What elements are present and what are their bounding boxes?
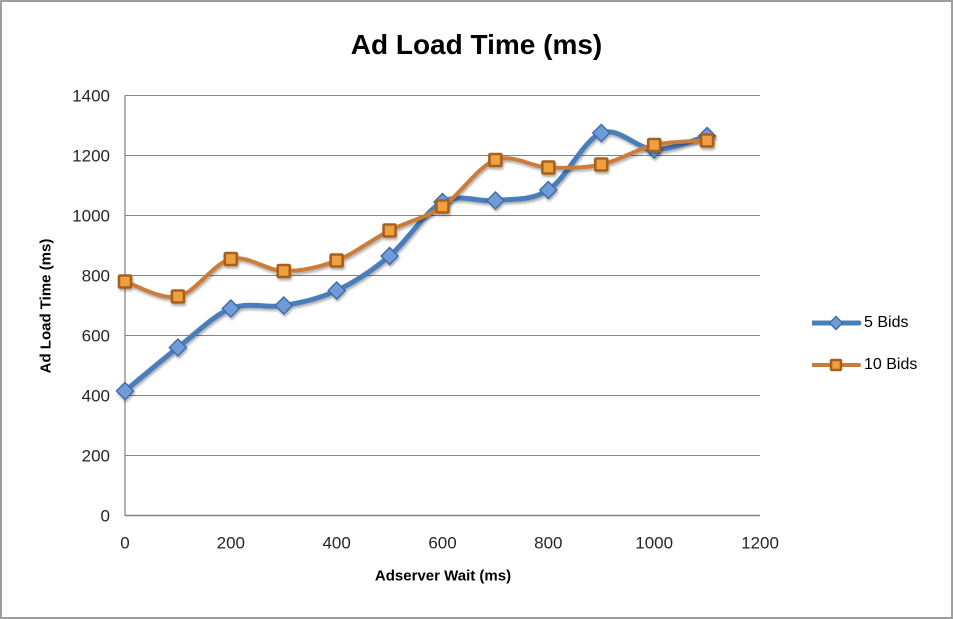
y-tick-label: 800 bbox=[82, 267, 110, 286]
y-tick-label: 400 bbox=[82, 387, 110, 406]
data-point-marker-10-bids bbox=[223, 251, 239, 267]
series-line-5-bids bbox=[122, 129, 710, 394]
data-point-marker-5-bids bbox=[485, 191, 505, 210]
y-tick-label: 200 bbox=[82, 447, 110, 466]
chart-title: Ad Load Time (ms) bbox=[350, 29, 603, 60]
data-point-marker-5-bids bbox=[591, 123, 611, 143]
legend-marker-5-bids bbox=[812, 315, 862, 331]
legend-item-5-bids: 5 Bids bbox=[812, 308, 917, 338]
legend-marker-shape-10-bids bbox=[829, 358, 843, 372]
series-10-bids bbox=[117, 133, 715, 304]
data-point-marker-5-bids bbox=[274, 296, 294, 315]
data-point-marker-5-bids bbox=[221, 299, 241, 318]
series-line-10-bids bbox=[123, 138, 710, 300]
legend-label: 10 Bids bbox=[864, 356, 918, 373]
legend-label: 5 Bids bbox=[864, 314, 909, 331]
data-point-marker-10-bids bbox=[593, 157, 609, 172]
data-point-marker-5-bids bbox=[380, 246, 400, 266]
y-tick-label: 1000 bbox=[72, 207, 110, 226]
data-point-marker-10-bids bbox=[117, 274, 133, 289]
y-tick-label: 600 bbox=[82, 327, 110, 346]
x-tick-label: 1000 bbox=[635, 534, 673, 553]
data-point-marker-10-bids bbox=[382, 223, 397, 238]
y-tick-label: 0 bbox=[101, 507, 110, 526]
data-point-marker-10-bids bbox=[541, 160, 556, 175]
x-tick-label: 400 bbox=[322, 534, 350, 553]
x-tick-label: 1200 bbox=[741, 534, 779, 553]
data-point-marker-5-bids bbox=[538, 180, 558, 200]
data-point-marker-5-bids bbox=[168, 338, 188, 357]
data-point-marker-10-bids bbox=[276, 263, 292, 279]
x-tick-label: 600 bbox=[428, 534, 456, 553]
data-point-marker-10-bids bbox=[699, 133, 715, 148]
x-axis-title: Adserver Wait (ms) bbox=[374, 567, 512, 585]
data-point-marker-10-bids bbox=[170, 289, 186, 304]
x-tick-label: 200 bbox=[217, 534, 245, 553]
data-point-marker-5-bids bbox=[327, 281, 347, 300]
series-5-bids bbox=[115, 123, 717, 401]
y-tick-label: 1400 bbox=[72, 87, 110, 106]
y-axis-title: Ad Load Time (ms) bbox=[37, 238, 55, 374]
legend-marker-10-bids bbox=[812, 358, 861, 372]
legend-item-10-bids: 10 Bids bbox=[812, 350, 917, 380]
data-point-marker-10-bids bbox=[435, 199, 450, 214]
legend: 5 Bids 10 Bids bbox=[812, 308, 917, 380]
data-point-marker-10-bids bbox=[488, 152, 503, 168]
y-tick-label: 1200 bbox=[72, 147, 110, 166]
legend-marker-shape-5-bids bbox=[828, 315, 844, 331]
x-tick-label: 0 bbox=[120, 534, 129, 553]
data-point-marker-5-bids bbox=[115, 381, 135, 401]
x-tick-label: 800 bbox=[534, 534, 562, 553]
data-point-marker-10-bids bbox=[329, 253, 344, 268]
data-point-marker-10-bids bbox=[646, 137, 662, 153]
